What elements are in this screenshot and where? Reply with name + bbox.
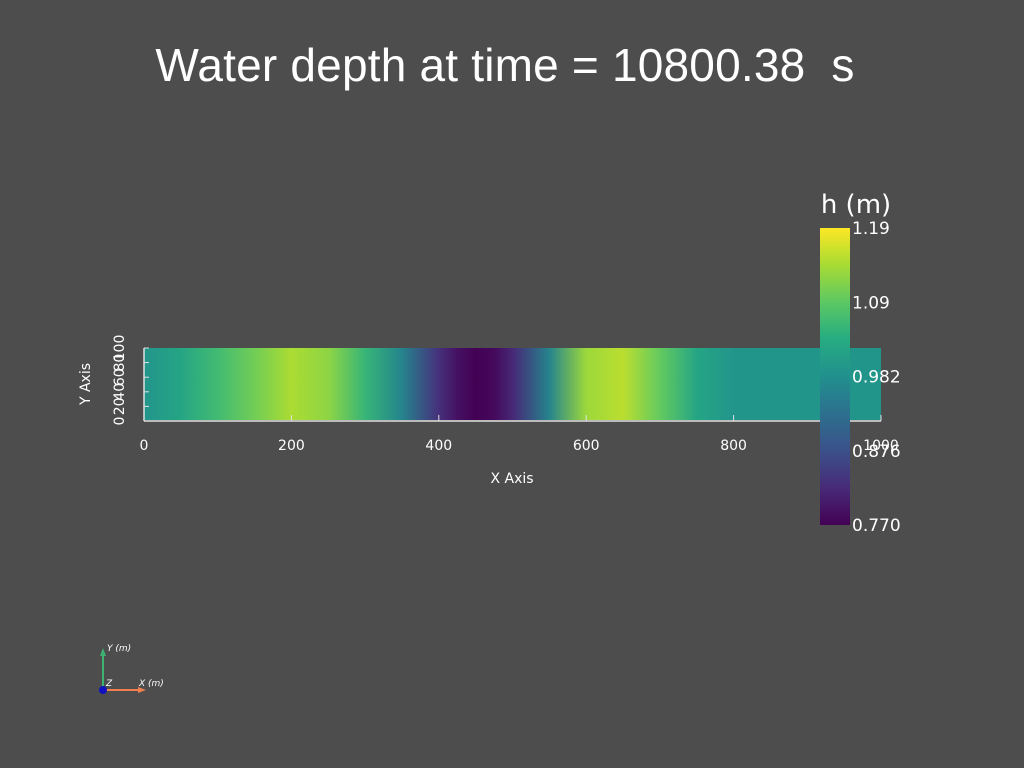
y-tick-label: 40 (112, 383, 128, 401)
orientation-z-label: Z (105, 679, 113, 689)
x-tick-label: 800 (720, 438, 747, 454)
orientation-y-arrowhead (100, 648, 106, 656)
plot-title: Water depth at time = 10800.38 s (155, 39, 855, 91)
y-axis-label: Y Axis (78, 363, 94, 406)
y-tick-label: 20 (112, 397, 128, 415)
x-tick-label: 400 (425, 438, 452, 454)
orientation-axes-widget: Y (m) X (m) Z (99, 644, 164, 694)
colorbar-tick-label: 0.770 (852, 516, 901, 536)
colorbar-tick-label: 1.19 (852, 219, 890, 239)
x-axis-ticks: 0 200 400 600 800 1000 (140, 415, 899, 454)
colorbar-tick-label: 1.09 (852, 293, 890, 313)
x-tick-label: 1000 (863, 438, 899, 454)
colorbar-title: h (m) (821, 190, 891, 220)
orientation-x-label: X (m) (138, 679, 164, 689)
y-tick-label: 0 (112, 417, 128, 426)
y-tick-label: 100 (112, 335, 128, 362)
x-tick-label: 0 (140, 438, 149, 454)
x-tick-label: 600 (573, 438, 600, 454)
y-tick-label: 60 (112, 368, 128, 386)
water-depth-field (144, 348, 881, 420)
orientation-x-arrowhead (138, 687, 146, 693)
x-tick-label: 200 (278, 438, 305, 454)
colorbar-tick-label: 0.982 (852, 368, 901, 388)
colorbar-tick-label: 0.876 (852, 442, 901, 462)
y-tick-label: 80 (112, 354, 128, 372)
x-axis-label: X Axis (490, 471, 533, 487)
colorbar-ticks: 1.19 1.09 0.982 0.876 0.770 (852, 219, 901, 536)
orientation-z-dot (99, 686, 107, 694)
orientation-y-label: Y (m) (107, 644, 131, 654)
colorbar (820, 228, 850, 525)
